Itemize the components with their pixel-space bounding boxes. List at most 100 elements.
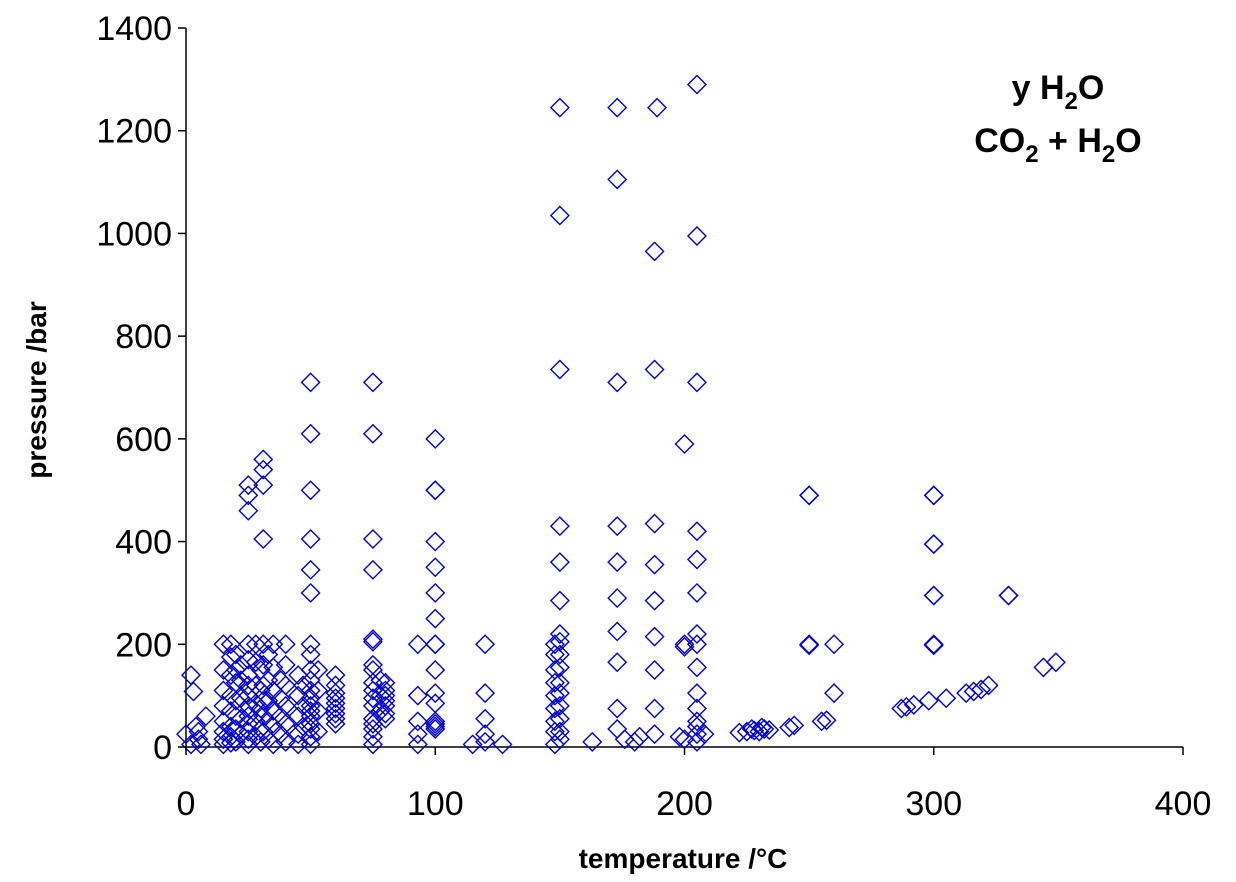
data-point	[225, 659, 246, 680]
data-point	[686, 711, 707, 732]
data-point	[674, 434, 695, 454]
data-point	[425, 557, 446, 578]
data-point	[325, 683, 346, 704]
data-point	[549, 205, 570, 226]
data-point	[963, 681, 984, 702]
data-point	[238, 713, 259, 734]
data-point	[362, 559, 383, 580]
data-point	[475, 634, 496, 655]
data-point	[549, 672, 570, 693]
data-point	[644, 359, 665, 380]
data-point	[238, 500, 259, 521]
data-point	[275, 675, 296, 696]
data-point	[362, 719, 383, 740]
data-point	[270, 670, 291, 691]
data-point	[475, 683, 496, 704]
data-point	[544, 721, 565, 742]
data-point	[308, 680, 329, 701]
data-point	[824, 634, 845, 655]
data-point	[325, 693, 346, 714]
data-point	[903, 694, 924, 715]
data-point	[425, 634, 446, 655]
data-point	[275, 654, 296, 675]
data-point	[759, 720, 780, 741]
data-point	[686, 582, 707, 603]
data-point	[923, 585, 944, 606]
data-point	[614, 729, 635, 750]
data-point	[407, 685, 428, 706]
x-tick-label: 200	[656, 785, 713, 823]
data-point	[308, 721, 329, 742]
data-point	[253, 675, 274, 696]
data-point	[544, 711, 565, 732]
data-point	[891, 698, 912, 719]
data-point	[308, 659, 329, 680]
data-point	[607, 698, 628, 719]
y-tick-label: 400	[115, 524, 172, 562]
data-point	[607, 97, 628, 118]
data-point	[549, 721, 570, 742]
data-point	[245, 634, 266, 655]
data-point	[407, 711, 428, 732]
data-point	[325, 698, 346, 719]
data-point	[425, 480, 446, 501]
data-point	[549, 552, 570, 573]
data-point	[425, 683, 446, 704]
data-point	[824, 683, 845, 704]
data-point	[300, 372, 321, 393]
data-point	[607, 372, 628, 393]
data-point	[362, 659, 383, 680]
data-point	[582, 731, 603, 752]
data-point	[549, 729, 570, 750]
data-point	[375, 708, 396, 729]
data-point	[644, 698, 665, 719]
data-point	[300, 529, 321, 549]
data-point	[462, 734, 483, 755]
data-point	[300, 659, 321, 680]
data-point	[644, 554, 665, 575]
x-tick-label: 0	[177, 785, 196, 823]
data-point	[220, 665, 241, 686]
data-point	[300, 582, 321, 603]
data-point	[923, 585, 944, 606]
data-point	[300, 719, 321, 740]
data-point	[275, 634, 296, 655]
data-point	[686, 372, 707, 393]
data-point	[180, 734, 201, 755]
data-point	[253, 459, 274, 480]
data-point	[923, 534, 944, 555]
data-point	[253, 475, 274, 496]
data-point	[549, 359, 570, 380]
data-point	[325, 688, 346, 709]
data-point	[300, 706, 321, 727]
data-point	[686, 683, 707, 704]
data-point	[549, 644, 570, 665]
data-point	[799, 635, 820, 656]
data-point	[325, 665, 346, 686]
data-point	[238, 675, 259, 696]
y-tick-label: 200	[115, 626, 172, 664]
data-point	[225, 644, 246, 665]
data-point	[549, 590, 570, 611]
data-point	[425, 713, 446, 734]
data-point	[686, 634, 707, 655]
data-point	[225, 731, 246, 752]
data-point	[686, 74, 707, 95]
data-point	[811, 711, 832, 732]
x-tick-label: 400	[1155, 785, 1212, 823]
x-tick-label: 100	[407, 785, 464, 823]
data-point	[362, 372, 383, 393]
data-point	[744, 720, 765, 741]
data-point	[686, 624, 707, 645]
y-tick-label: 600	[115, 421, 172, 459]
data-point	[816, 710, 837, 731]
data-point	[475, 708, 496, 729]
data-point	[549, 631, 570, 652]
annotation-line-1: y H2O	[1012, 69, 1105, 115]
data-point	[300, 480, 321, 501]
data-point	[549, 683, 570, 704]
data-point	[425, 608, 446, 629]
data-point	[325, 708, 346, 729]
data-point	[253, 449, 274, 470]
data-point	[923, 634, 944, 655]
